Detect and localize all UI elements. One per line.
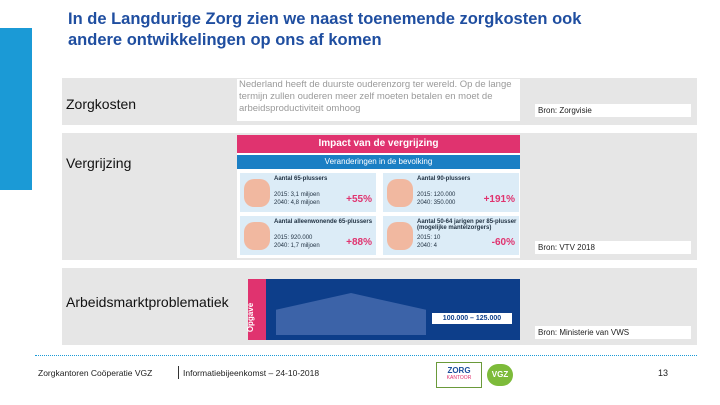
workforce-image: Opgave 100.000 – 125.000: [246, 279, 520, 340]
stat-box: Aantal 65-plussers 2015: 3,1 miljoen 2040:…: [240, 173, 376, 212]
title: In de Langdurige Zorg zien we naast toen…: [68, 9, 581, 51]
source: Bron: VTV 2018: [535, 241, 691, 254]
source: Bron: Zorgvisie: [535, 104, 691, 117]
divider: [35, 355, 697, 356]
stat-line: 2040: 1,7 miljoen: [274, 243, 320, 249]
stat-line: 2015: 920.000: [274, 235, 313, 241]
infographic: Impact van de vergrijzing Veranderingen …: [237, 135, 520, 258]
row-label: Arbeidsmarktproblematiek: [66, 294, 229, 310]
stat-change: +55%: [346, 194, 372, 205]
footer-org: Zorgkantoren Coöperatie VGZ: [38, 368, 153, 378]
stat-heading: Aantal 90-plussers: [417, 176, 471, 182]
title-line: In de Langdurige Zorg zien we naast toen…: [68, 10, 582, 28]
stat-line: 2015: 120.000: [417, 192, 456, 198]
stat-box: Aantal alleenwonende 65-plussers 2015: 92…: [240, 216, 376, 255]
infographic-subtitle: Veranderingen in de bevolking: [237, 155, 520, 169]
stat-change: +88%: [346, 237, 372, 248]
stat-box: Aantal 90-plussers 2015: 120.000 2040: 350…: [383, 173, 519, 212]
quote-line: Nederland heeft de duurste ouderenzorg t…: [239, 79, 512, 90]
stat-change: +191%: [483, 194, 515, 205]
page-number: 13: [658, 368, 669, 378]
person-icon: [244, 179, 270, 207]
footer-event: Informatiebijeenkomst – 24-10-2018: [183, 368, 320, 378]
stat-heading: Aantal 65-plussers: [274, 176, 328, 182]
person-icon: [244, 222, 270, 250]
logo-text: ZORG: [447, 366, 471, 375]
stat-heading: Aantal 50-64 jarigen per 85-plusser (mog…: [417, 219, 517, 231]
source: Bron: Ministerie van VWS: [535, 326, 691, 339]
stat-box: Aantal 50-64 jarigen per 85-plusser (mog…: [383, 216, 519, 255]
stat-line: 2040: 350.000: [417, 200, 456, 206]
person-icon: [387, 179, 413, 207]
stat-change: -60%: [491, 237, 515, 248]
house-icon: [276, 293, 426, 335]
person-icon: [387, 222, 413, 250]
footer-sep: [178, 366, 179, 379]
row-label: Zorgkosten: [66, 96, 137, 112]
tag-bar: [248, 279, 266, 340]
logo-text: KANTOOR: [446, 375, 472, 381]
row-label: Vergrijzing: [66, 155, 132, 171]
infographic-title: Impact van de vergrijzing: [237, 135, 520, 153]
stat-heading: Aantal alleenwonende 65-plussers: [274, 219, 373, 225]
stat-line: 2040: 4,8 miljoen: [274, 200, 320, 206]
stat-line: 2015: 10: [417, 235, 441, 241]
range: 100.000 – 125.000: [432, 313, 512, 324]
tag: Opgave: [246, 302, 256, 333]
accent-bar: [0, 28, 32, 190]
stat-line: 2040: 4: [417, 243, 438, 249]
quote-line: termijn zullen ouderen meer zelf moeten …: [239, 91, 493, 102]
stat-line: 2015: 3,1 miljoen: [274, 192, 320, 198]
title-line: andere ontwikkelingen op ons af komen: [68, 31, 382, 49]
logo: VGZ: [487, 364, 513, 386]
logo: ZORG KANTOOR: [436, 362, 482, 388]
quote-image: Nederland heeft de duurste ouderenzorg t…: [237, 79, 520, 121]
quote-line: arbeidsproductiviteit omhoog: [239, 103, 361, 114]
